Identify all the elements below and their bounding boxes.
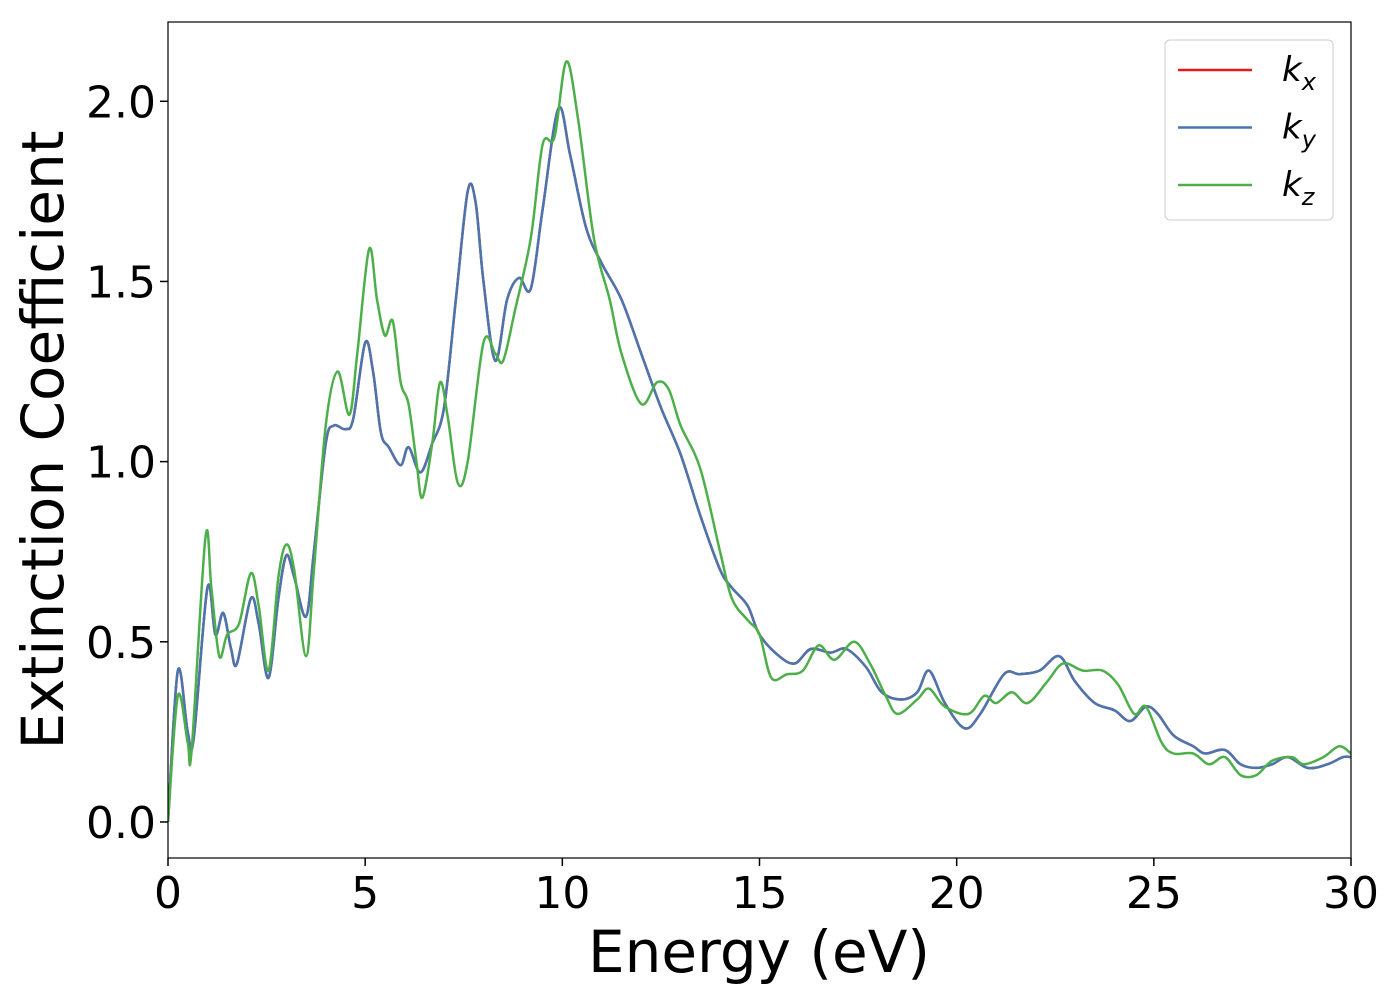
x-tick-label: 20	[929, 868, 985, 919]
x-tick-label: 25	[1126, 868, 1182, 919]
y-tick-label: 0.0	[86, 798, 156, 849]
legend-box	[1164, 39, 1334, 221]
x-tick-label: 15	[732, 868, 788, 919]
legend-label: kz	[1282, 165, 1316, 211]
legend-label: kx	[1282, 50, 1317, 96]
y-tick-label: 0.5	[86, 618, 156, 669]
legend-label: ky	[1282, 108, 1317, 154]
plot-frame	[167, 21, 1352, 859]
data-line	[168, 105, 1351, 823]
y-tick-label: 1.5	[86, 257, 156, 308]
y-tick-label: 2.0	[86, 77, 156, 128]
data-line	[168, 60, 1351, 823]
x-tick-label: 0	[154, 868, 182, 919]
y-axis-label: Extinction Coefficient	[9, 131, 77, 750]
x-tick-label: 30	[1323, 868, 1379, 919]
x-axis-label: Energy (eV)	[588, 918, 930, 986]
y-tick-label: 1.0	[86, 438, 156, 489]
x-tick-label: 10	[534, 868, 590, 919]
x-tick-label: 5	[351, 868, 379, 919]
legend: kx ky kz	[1164, 39, 1334, 221]
